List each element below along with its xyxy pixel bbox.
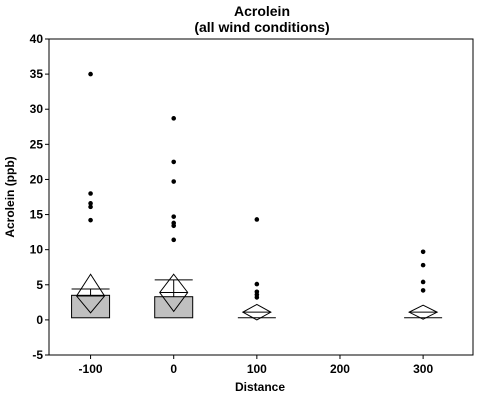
outlier-point (420, 279, 426, 285)
outlier-point (254, 281, 260, 287)
outlier-point (420, 249, 426, 255)
x-axis-label: Distance (235, 380, 285, 394)
outlier-point (171, 237, 177, 243)
y-tick-label: 35 (30, 67, 44, 81)
mean-diamond (241, 303, 272, 321)
x-tick-label: 200 (330, 362, 350, 376)
outlier-point (88, 217, 93, 223)
y-tick-label: 25 (30, 137, 44, 151)
x-tick-label: 0 (170, 362, 177, 376)
outlier-point (88, 201, 93, 206)
outlier-point (171, 116, 177, 121)
mean-diamond (159, 273, 189, 313)
y-tick-label: 0 (36, 313, 43, 327)
y-tick-label: 20 (30, 172, 44, 186)
x-tick-label: 100 (247, 362, 267, 376)
outlier-point (171, 179, 177, 184)
y-tick-label: 10 (30, 243, 44, 257)
outlier-point (420, 288, 426, 293)
y-tick-label: 40 (30, 32, 44, 46)
box (154, 296, 194, 319)
outlier-point (171, 220, 177, 226)
y-tick-label: 30 (30, 102, 44, 116)
plot-frame (48, 38, 474, 356)
plot-marks (71, 71, 443, 321)
mean-diamond (75, 273, 106, 314)
x-tick-label: 300 (413, 362, 433, 376)
y-tick-label: 5 (36, 278, 43, 292)
x-tick-label: -100 (79, 362, 103, 376)
box (71, 294, 111, 319)
outlier-point (254, 217, 260, 222)
chart-subtitle: (all wind conditions) (194, 19, 329, 35)
outlier-point (88, 71, 93, 77)
y-tick-label: -5 (32, 348, 43, 362)
x-axis-ticks: -100 0 100 200 300 (79, 355, 433, 376)
y-axis-label: Acrolein (ppb) (3, 156, 17, 237)
y-tick-label: 15 (30, 208, 44, 222)
outlier-point (254, 289, 260, 295)
outlier-point (171, 214, 177, 219)
outlier-point (171, 159, 177, 165)
outlier-point (420, 262, 426, 268)
outlier-point (88, 204, 93, 210)
y-axis-ticks: -5 0 5 10 15 20 25 30 35 40 (30, 32, 49, 362)
chart-title: Acrolein (234, 3, 290, 19)
outlier-point (88, 191, 93, 196)
mean-diamond (408, 304, 439, 320)
